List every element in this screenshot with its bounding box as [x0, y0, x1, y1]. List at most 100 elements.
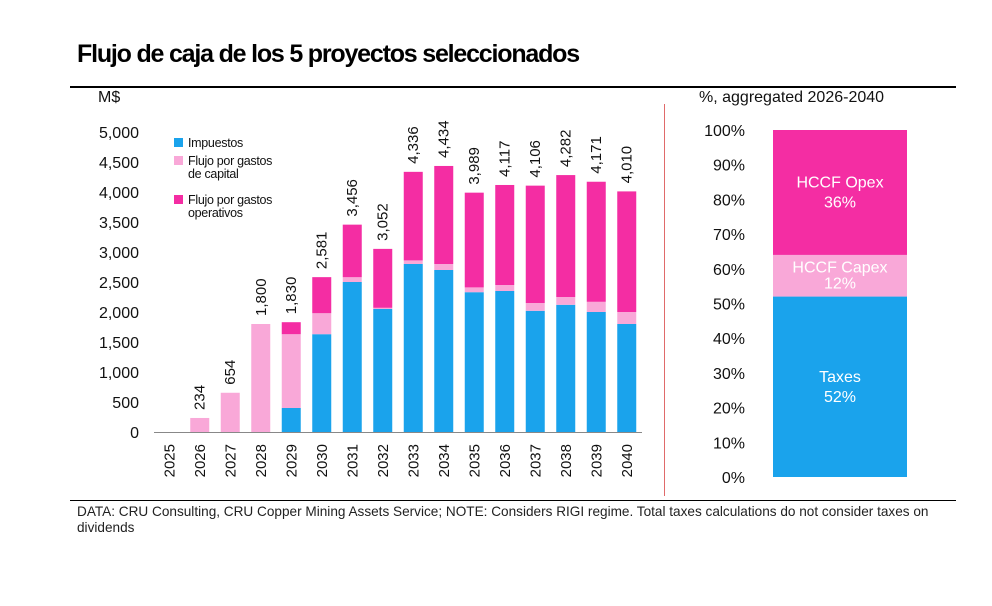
bar-segment-opex — [525, 185, 545, 303]
bar-total-label: 4,282 — [558, 130, 575, 168]
bar-segment-capex — [434, 264, 454, 270]
bar-segment-capex — [373, 307, 393, 309]
title-rule — [70, 86, 956, 88]
right-y-tick-label: 0% — [722, 470, 745, 487]
x-tick-label: 2035 — [466, 444, 483, 477]
bar-total-label: 1,830 — [283, 277, 300, 315]
percent-segment-taxes — [773, 296, 907, 477]
bar-total-label: 234 — [192, 385, 209, 410]
bar-segment-capex — [251, 324, 271, 432]
right-y-tick-label: 100% — [704, 123, 745, 140]
x-tick-label: 2030 — [314, 444, 331, 477]
bar-segment-opex — [403, 171, 423, 261]
bar-segment-opex — [312, 277, 332, 314]
bar-segment-capex — [464, 287, 484, 293]
percent-segment-value: 12% — [824, 276, 856, 293]
bar-total-label: 3,989 — [466, 147, 483, 185]
x-tick-label: 2026 — [192, 444, 209, 477]
bar-total-label: 4,117 — [497, 141, 514, 177]
legend-label: Impuestos — [188, 136, 243, 150]
x-tick-label: 2040 — [619, 444, 636, 477]
percent-segment-name: HCCF Capex — [792, 260, 887, 277]
bar-segment-capex — [312, 313, 332, 335]
bar-segment-capex — [342, 277, 362, 282]
x-tick-label: 2032 — [375, 444, 392, 477]
x-tick-label: 2034 — [436, 444, 453, 477]
bar-segment-capex — [525, 303, 545, 311]
legend-label: de capital — [188, 167, 239, 181]
right-axis-unit: %, aggregated 2026-2040 — [699, 89, 885, 106]
right-y-tick-label: 90% — [713, 158, 745, 175]
bar-segment-opex — [556, 175, 576, 297]
x-tick-label: 2025 — [161, 444, 178, 477]
legend-label: Flujo por gastos — [188, 154, 272, 168]
bar-segment-capex — [403, 260, 423, 264]
percent-segment-capex — [773, 254, 907, 297]
bar-segment-opex — [434, 165, 454, 264]
bar-segment-taxes — [525, 310, 545, 432]
bar-segment-opex — [586, 181, 606, 302]
x-tick-label: 2031 — [344, 444, 361, 477]
bar-total-label: 2,581 — [314, 232, 331, 270]
y-tick-label: 4,000 — [99, 185, 139, 202]
y-tick-label: 3,000 — [99, 245, 139, 262]
bar-segment-capex — [495, 285, 515, 291]
bar-segment-opex — [281, 322, 301, 335]
bar-total-label: 4,010 — [619, 146, 636, 184]
y-tick-label: 2,500 — [99, 275, 139, 292]
bar-segment-opex — [464, 192, 484, 288]
percent-segment-name: HCCF Opex — [796, 174, 883, 191]
legend-label: operativos — [188, 206, 243, 220]
bar-total-label: 4,336 — [405, 126, 422, 164]
x-tick-label: 2036 — [497, 444, 514, 477]
right-y-tick-label: 20% — [713, 401, 745, 418]
bar-segment-taxes — [586, 312, 606, 432]
bar-segment-capex — [281, 334, 301, 408]
bar-segment-taxes — [281, 408, 301, 432]
bar-segment-taxes — [556, 304, 576, 432]
right-y-tick-label: 10% — [713, 435, 745, 452]
bar-segment-taxes — [495, 291, 515, 432]
y-tick-label: 1,000 — [99, 365, 139, 382]
right-y-tick-label: 30% — [713, 366, 745, 383]
bar-segment-opex — [373, 248, 393, 308]
right-y-tick-label: 60% — [713, 262, 745, 279]
y-tick-label: 0 — [130, 425, 139, 442]
right-y-tick-label: 50% — [713, 297, 745, 314]
bar-segment-taxes — [434, 270, 454, 432]
y-tick-label: 3,500 — [99, 215, 139, 232]
legend-swatch — [174, 195, 183, 204]
bar-total-label: 4,171 — [588, 136, 605, 174]
right-y-tick-label: 70% — [713, 227, 745, 244]
bar-segment-opex — [342, 224, 362, 278]
legend-swatch — [174, 138, 183, 147]
bar-segment-opex — [617, 191, 637, 312]
y-tick-label: 1,500 — [99, 335, 139, 352]
chart-title: Flujo de caja de los 5 proyectos selecci… — [77, 40, 580, 68]
legend-swatch — [174, 156, 183, 165]
bar-segment-taxes — [464, 292, 484, 432]
x-tick-label: 2037 — [527, 444, 544, 477]
percent-segment-name: Taxes — [819, 369, 861, 386]
y-tick-label: 5,000 — [99, 125, 139, 142]
bar-segment-taxes — [312, 334, 332, 432]
bar-segment-capex — [220, 392, 240, 432]
y-tick-label: 2,000 — [99, 305, 139, 322]
percent-segment-opex — [773, 130, 907, 255]
y-tick-label: 500 — [112, 395, 139, 412]
y-tick-label: 4,500 — [99, 155, 139, 172]
x-tick-label: 2038 — [558, 444, 575, 477]
bar-total-label: 654 — [222, 360, 239, 385]
bar-segment-taxes — [342, 282, 362, 432]
footnote: DATA: CRU Consulting, CRU Copper Mining … — [77, 504, 929, 535]
x-tick-label: 2028 — [253, 444, 270, 477]
percent-segment-value: 52% — [824, 389, 856, 406]
bar-segment-opex — [495, 184, 515, 285]
percent-segment-value: 36% — [824, 194, 856, 211]
bar-segment-taxes — [373, 309, 393, 432]
bar-segment-capex — [190, 417, 210, 432]
left-axis-unit: M$ — [98, 89, 121, 106]
panel-divider — [664, 104, 665, 496]
legend-label: Flujo por gastos — [188, 193, 272, 207]
